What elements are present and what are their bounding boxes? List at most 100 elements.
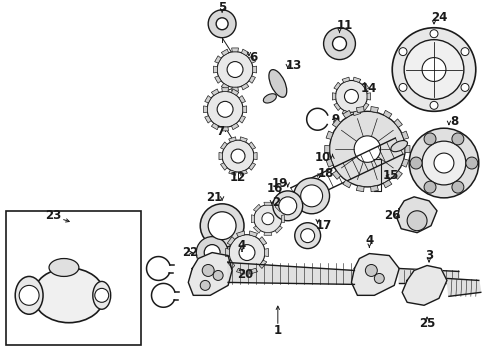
Circle shape xyxy=(366,265,377,276)
Polygon shape xyxy=(203,106,207,113)
Polygon shape xyxy=(394,119,402,127)
Circle shape xyxy=(344,89,358,103)
Polygon shape xyxy=(343,180,351,188)
Text: 25: 25 xyxy=(419,317,435,330)
Circle shape xyxy=(229,235,265,270)
Circle shape xyxy=(399,48,407,55)
Circle shape xyxy=(333,37,346,51)
Ellipse shape xyxy=(33,268,105,323)
Polygon shape xyxy=(227,260,235,269)
Text: 12: 12 xyxy=(230,171,246,184)
Circle shape xyxy=(217,102,233,117)
Polygon shape xyxy=(229,137,236,142)
Polygon shape xyxy=(205,116,211,123)
Polygon shape xyxy=(325,145,330,153)
Text: 17: 17 xyxy=(316,219,332,232)
Text: 19: 19 xyxy=(271,177,288,190)
Polygon shape xyxy=(397,197,437,233)
Circle shape xyxy=(330,111,405,187)
Circle shape xyxy=(354,136,381,162)
Ellipse shape xyxy=(287,190,303,202)
Polygon shape xyxy=(253,66,257,73)
Polygon shape xyxy=(362,103,369,111)
Polygon shape xyxy=(220,142,227,149)
Circle shape xyxy=(95,288,109,302)
Ellipse shape xyxy=(279,197,297,215)
Polygon shape xyxy=(232,48,239,52)
Text: 14: 14 xyxy=(361,82,377,95)
Polygon shape xyxy=(356,107,364,113)
Circle shape xyxy=(217,51,253,87)
Polygon shape xyxy=(259,237,267,245)
Circle shape xyxy=(374,274,384,283)
Polygon shape xyxy=(249,231,258,237)
Polygon shape xyxy=(326,131,333,139)
Polygon shape xyxy=(356,186,364,192)
Circle shape xyxy=(434,153,454,173)
Polygon shape xyxy=(231,89,239,95)
Circle shape xyxy=(424,133,436,145)
Polygon shape xyxy=(237,231,245,237)
Text: 4: 4 xyxy=(238,239,246,252)
Circle shape xyxy=(430,102,438,109)
Polygon shape xyxy=(332,93,336,100)
Polygon shape xyxy=(253,226,261,233)
Text: 9: 9 xyxy=(331,113,340,126)
Circle shape xyxy=(410,157,422,169)
Polygon shape xyxy=(332,119,341,127)
Polygon shape xyxy=(353,110,361,116)
Polygon shape xyxy=(232,87,239,91)
Text: 15: 15 xyxy=(383,170,399,183)
Polygon shape xyxy=(242,49,249,55)
Polygon shape xyxy=(231,123,239,130)
Polygon shape xyxy=(264,202,272,205)
Polygon shape xyxy=(342,77,349,82)
Polygon shape xyxy=(229,170,236,175)
Circle shape xyxy=(461,48,469,55)
Ellipse shape xyxy=(301,185,322,207)
Text: 11: 11 xyxy=(336,19,353,32)
Polygon shape xyxy=(249,268,258,274)
Polygon shape xyxy=(326,159,333,167)
Text: 18: 18 xyxy=(318,167,334,180)
Circle shape xyxy=(227,62,243,77)
Circle shape xyxy=(404,40,464,99)
Ellipse shape xyxy=(15,276,43,314)
Ellipse shape xyxy=(295,223,320,249)
Polygon shape xyxy=(240,170,247,175)
Circle shape xyxy=(262,213,274,225)
Circle shape xyxy=(323,28,355,59)
Circle shape xyxy=(422,58,446,81)
Ellipse shape xyxy=(49,258,79,276)
Polygon shape xyxy=(334,82,341,90)
Circle shape xyxy=(392,28,476,111)
Circle shape xyxy=(222,140,254,172)
Bar xyxy=(6,211,141,345)
Polygon shape xyxy=(253,204,261,211)
Polygon shape xyxy=(249,163,256,170)
Polygon shape xyxy=(399,269,459,283)
Text: 8: 8 xyxy=(450,115,458,128)
Circle shape xyxy=(461,84,469,91)
Polygon shape xyxy=(370,186,378,192)
Text: 6: 6 xyxy=(249,51,257,64)
Polygon shape xyxy=(249,56,255,63)
Polygon shape xyxy=(219,152,222,160)
Polygon shape xyxy=(402,159,409,167)
Polygon shape xyxy=(332,171,341,179)
Ellipse shape xyxy=(301,229,315,243)
Polygon shape xyxy=(402,131,409,139)
Text: 10: 10 xyxy=(315,150,331,163)
Polygon shape xyxy=(334,103,341,111)
Circle shape xyxy=(19,285,39,305)
Polygon shape xyxy=(351,253,399,295)
Circle shape xyxy=(424,181,436,193)
Ellipse shape xyxy=(200,204,244,248)
Polygon shape xyxy=(259,260,267,269)
Polygon shape xyxy=(205,95,211,103)
Polygon shape xyxy=(362,82,369,90)
Circle shape xyxy=(422,141,466,185)
Ellipse shape xyxy=(263,94,276,103)
Circle shape xyxy=(202,265,214,276)
Circle shape xyxy=(208,10,236,38)
